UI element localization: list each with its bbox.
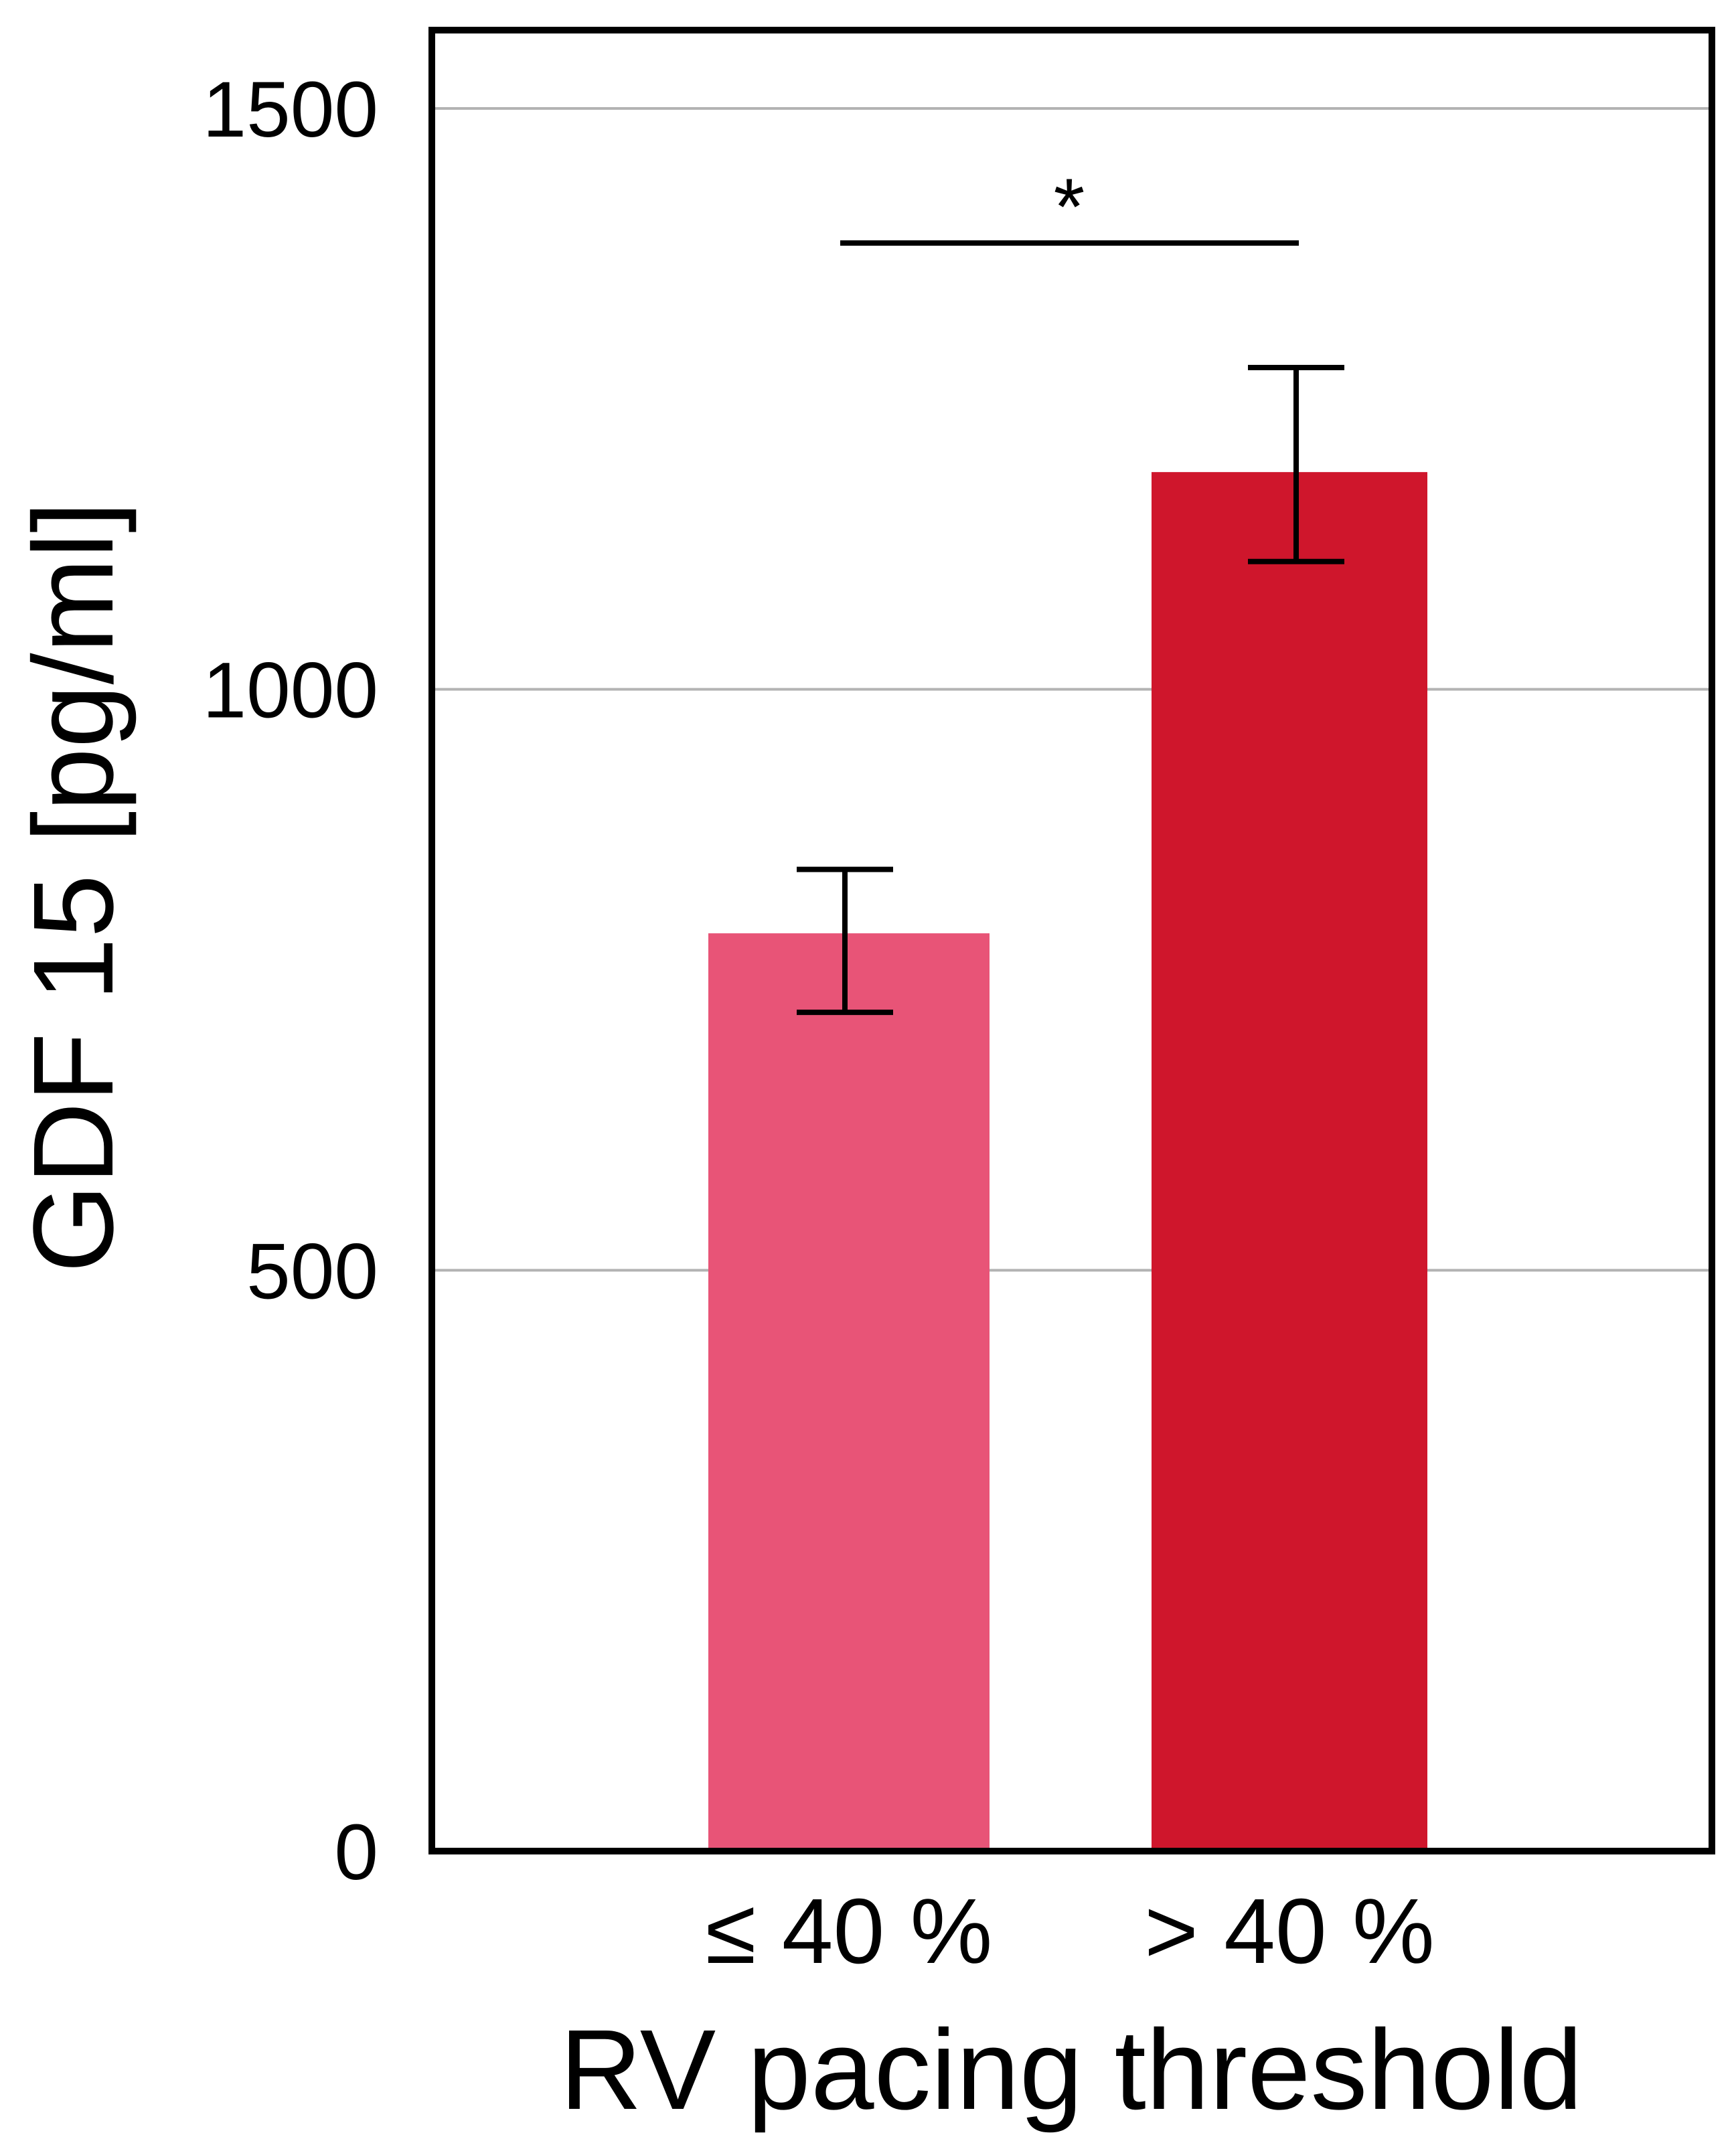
x-tick-label: > 40 % <box>1144 1880 1434 1983</box>
bars <box>708 472 1427 1851</box>
y-axis-ticks: 0 500 1000 1500 <box>202 66 378 1897</box>
y-tick-label: 1500 <box>202 66 378 154</box>
bar <box>1152 472 1427 1851</box>
y-tick-label: 1000 <box>202 647 378 735</box>
gridlines <box>432 107 1712 1272</box>
y-axis-title: GDF 15 [pg/ml] <box>10 501 137 1273</box>
y-tick-label: 0 <box>334 1808 378 1897</box>
x-tick-label: ≤ 40 % <box>706 1880 993 1983</box>
significance-marker: * <box>840 162 1299 252</box>
error-bars <box>797 364 1344 1016</box>
y-tick-label: 500 <box>246 1227 378 1316</box>
significance-label: * <box>1054 162 1085 252</box>
plot-frame <box>428 27 1715 1854</box>
bar <box>708 933 990 1851</box>
x-axis-title: RV pacing threshold <box>560 2006 1583 2134</box>
x-axis-ticks: ≤ 40 % > 40 % <box>706 1880 1435 1983</box>
